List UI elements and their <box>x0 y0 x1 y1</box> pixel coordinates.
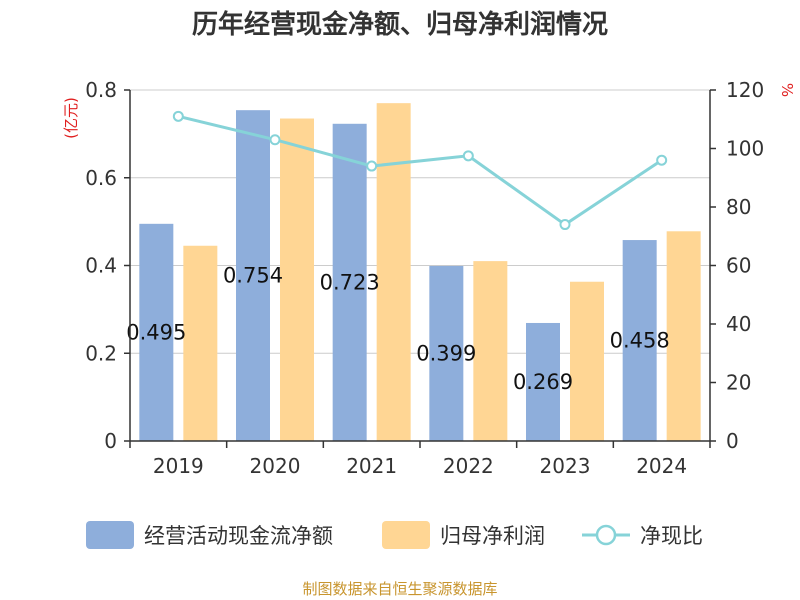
ratio-line-path <box>177 114 663 227</box>
net-profit-bar <box>473 261 508 441</box>
cash-flow-bar <box>526 322 560 441</box>
right-tick-label: 60 <box>726 254 751 278</box>
cash-flow-value-label: 0.723 <box>320 270 380 294</box>
x-tick-label: 2022 <box>443 454 494 478</box>
cash-flow-bar <box>332 123 367 441</box>
x-tick-label: 2024 <box>636 454 687 478</box>
cash-flow-value-label: 0.495 <box>126 320 186 344</box>
right-tick-label: 0 <box>726 429 739 453</box>
net-profit-bar <box>376 103 411 441</box>
bars: 0.495 0.754 0.723 0.399 0.269 0.458 <box>126 103 701 442</box>
cash-flow-bar <box>236 110 270 442</box>
ratio-point <box>269 134 281 146</box>
left-tick-label: 0 <box>104 429 117 453</box>
right-tick-label: 100 <box>726 137 764 161</box>
left-tick-label: 0.2 <box>85 341 117 365</box>
cash-flow-bar <box>429 265 464 441</box>
cash-flow-value-label: 0.458 <box>610 329 670 353</box>
x-tick-label: 2021 <box>346 454 397 478</box>
net-profit-bar <box>570 281 604 441</box>
right-tick-label: 80 <box>726 195 751 219</box>
legend-swatch-profit <box>382 521 430 549</box>
left-axis-unit: (亿元) <box>62 97 80 139</box>
cash-flow-bar <box>139 223 174 441</box>
cash-flow-value-label: 0.399 <box>416 341 476 365</box>
cash-flow-value-label: 0.754 <box>223 264 283 288</box>
right-axis-unit: % <box>778 83 796 97</box>
left-tick-label: 0.8 <box>85 78 117 102</box>
chart-title: 历年经营现金净额、归母净利润情况 <box>192 9 608 40</box>
legend-swatch-ratio-marker <box>595 524 617 546</box>
right-tick-label: 120 <box>726 78 764 102</box>
ratio-point <box>462 150 474 162</box>
source-note: 制图数据来自恒生聚源数据库 <box>302 580 497 598</box>
ratio-point <box>172 110 184 122</box>
legend-label-ratio: 净现比 <box>640 524 703 548</box>
legend-label-cash: 经营活动现金流净额 <box>144 524 333 548</box>
x-tick-label: 2019 <box>153 454 204 478</box>
x-tick-label: 2023 <box>540 454 591 478</box>
net-profit-bar <box>666 231 701 441</box>
legend-swatch-cash <box>86 521 134 549</box>
legend-label-profit: 归母净利润 <box>440 524 545 548</box>
ratio-point <box>656 154 668 166</box>
ratio-point <box>366 160 378 172</box>
ratio-line <box>172 110 668 231</box>
net-profit-bar <box>183 245 218 441</box>
right-tick-label: 20 <box>726 371 751 395</box>
left-tick-label: 0.6 <box>85 166 117 190</box>
gridlines <box>130 89 710 354</box>
net-profit-bar <box>280 118 314 442</box>
cash-flow-value-label: 0.269 <box>513 370 573 394</box>
x-tick-label: 2020 <box>250 454 301 478</box>
ratio-point <box>559 219 571 231</box>
axes: 0 0.2 0.4 0.6 0.8 0 20 40 60 80 100 120 2019 2020 2021… <box>85 78 764 478</box>
cash-flow-bar <box>622 240 657 441</box>
legend: 经营活动现金流净额 归母净利润 净现比 <box>86 521 703 549</box>
right-tick-label: 40 <box>726 312 751 336</box>
left-tick-label: 0.4 <box>85 254 117 278</box>
